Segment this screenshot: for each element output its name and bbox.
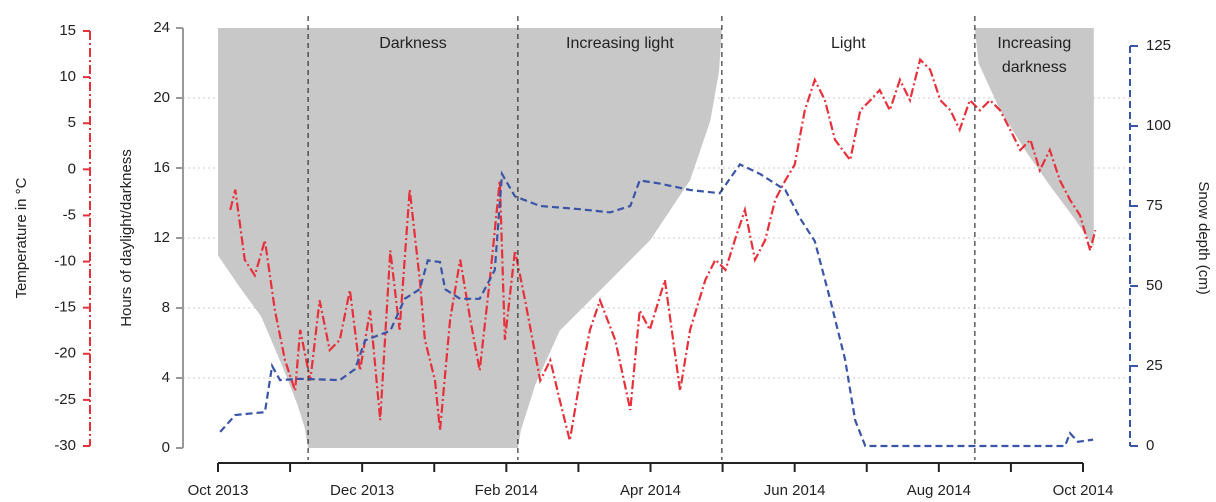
darkness-area — [218, 28, 1094, 448]
x-tick-label: Oct 2014 — [1053, 482, 1114, 499]
y2-tick-label: 75 — [1146, 197, 1163, 214]
region-label: Light — [831, 35, 866, 52]
x-tick-label: Dec 2013 — [330, 482, 394, 499]
y3-tick-label: -30 — [54, 437, 76, 454]
y2-tick-label: 50 — [1146, 277, 1163, 294]
y-tick-label: 16 — [153, 159, 170, 176]
region-label: Increasing light — [566, 35, 674, 52]
region-label: Increasing — [997, 35, 1071, 52]
region-label: darkness — [1002, 59, 1067, 76]
y-tick-label: 8 — [162, 299, 170, 316]
plot-layer — [183, 28, 1130, 448]
x-tick-label: Feb 2014 — [475, 482, 538, 499]
x-tick-label: Oct 2013 — [188, 482, 249, 499]
x-tick-label: Aug 2014 — [907, 482, 971, 499]
x-tick-label: Jun 2014 — [764, 482, 826, 499]
y3-tick-label: -15 — [54, 299, 76, 316]
y3-tick-label: 5 — [68, 114, 76, 131]
y-tick-label: 0 — [162, 439, 170, 456]
y3-tick-label: 0 — [68, 160, 76, 177]
y2-tick-label: 125 — [1146, 37, 1171, 54]
y3-tick-label: 15 — [59, 22, 76, 39]
y3-axis-title: Temperature in °C — [13, 177, 30, 298]
y-tick-label: 24 — [153, 19, 170, 36]
y3-tick-label: -5 — [63, 206, 76, 223]
y3-tick-label: -20 — [54, 345, 76, 362]
y3-tick-label: 10 — [59, 68, 76, 85]
y-axis-title: Hours of daylight/darkness — [118, 149, 135, 327]
y3-tick-label: -10 — [54, 253, 76, 270]
y2-axis-title: Snow depth (cm) — [1195, 181, 1212, 294]
y-tick-label: 20 — [153, 89, 170, 106]
x-tick-label: Apr 2014 — [620, 482, 681, 499]
y3-tick-label: -25 — [54, 391, 76, 408]
y2-tick-label: 0 — [1146, 437, 1154, 454]
y-tick-label: 4 — [162, 369, 170, 386]
y2-tick-label: 100 — [1146, 117, 1171, 134]
snow-line — [219, 163, 1094, 448]
y-tick-label: 12 — [153, 229, 170, 246]
region-label: Darkness — [379, 35, 447, 52]
y2-tick-label: 25 — [1146, 357, 1163, 374]
